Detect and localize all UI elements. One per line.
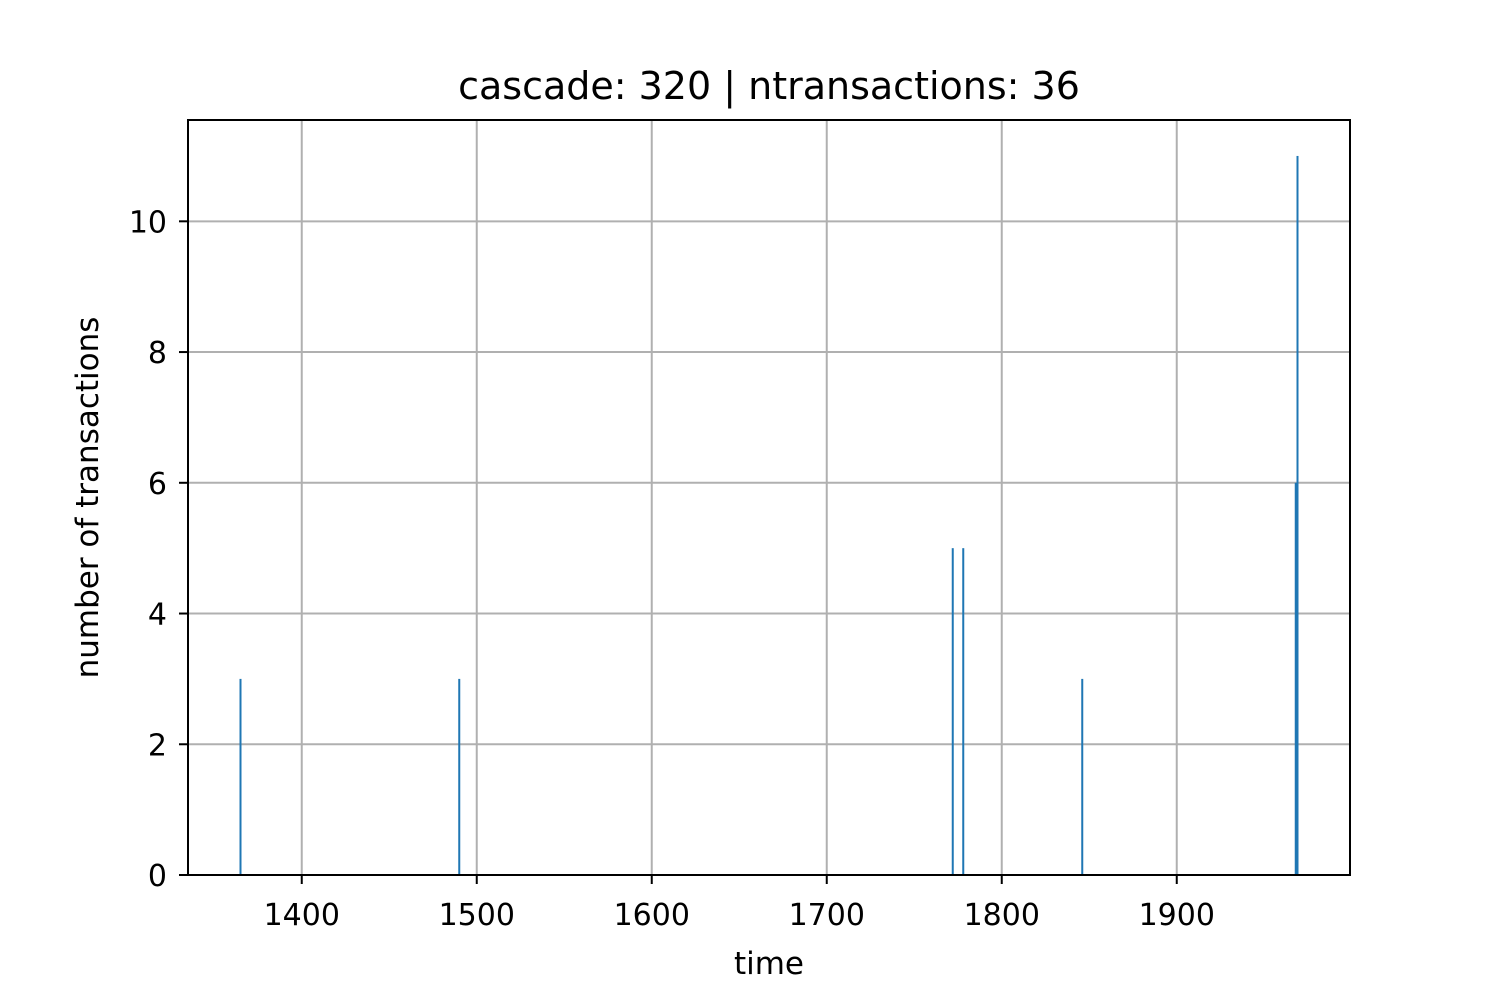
x-tick-label: 1900	[1139, 898, 1215, 933]
bar	[239, 678, 242, 875]
bar	[951, 548, 954, 875]
y-tick-label: 10	[129, 205, 167, 240]
y-tick-label: 0	[148, 859, 167, 894]
x-tick-label: 1500	[439, 898, 515, 933]
x-tick-label: 1800	[964, 898, 1040, 933]
x-tick-label: 1700	[789, 898, 865, 933]
bar	[1296, 155, 1299, 875]
y-tick-label: 8	[148, 336, 167, 371]
grid-lines	[188, 120, 1350, 876]
y-tick-label: 2	[148, 728, 167, 763]
y-tick-label: 6	[148, 467, 167, 502]
y-tick-label: 4	[148, 598, 167, 633]
bar	[1294, 482, 1297, 875]
x-tick-label: 1600	[614, 898, 690, 933]
bar	[962, 548, 965, 875]
bar-series	[239, 155, 1299, 875]
chart-title: cascade: 320 | ntransactions: 36	[458, 64, 1080, 109]
plot-frame	[187, 119, 1351, 876]
bar	[1081, 678, 1084, 875]
y-axis-label: number of transactions	[70, 317, 106, 679]
x-tick-label: 1400	[264, 898, 340, 933]
bar	[458, 678, 461, 875]
x-axis-label: time	[734, 946, 804, 982]
axis-ticks: 1400 1500 1600 1700 1800 1900 0 2 4 6 8 10	[129, 205, 1215, 933]
